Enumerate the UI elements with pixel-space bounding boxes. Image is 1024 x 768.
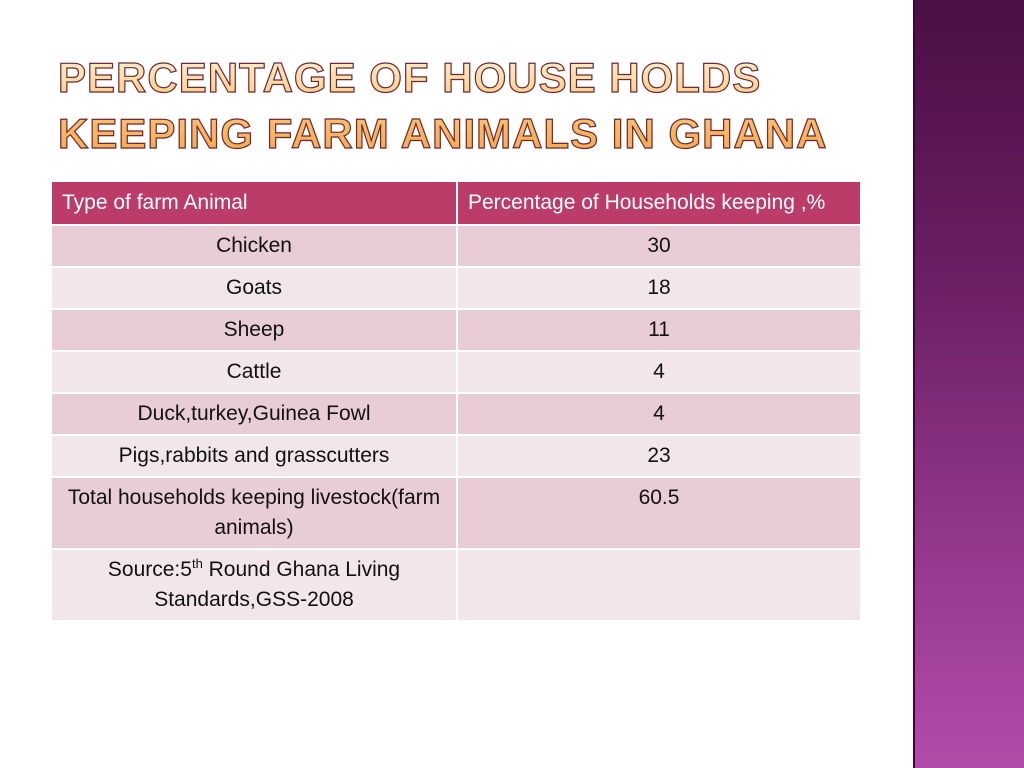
slide-title: PERCENTAGE OF HOUSE HOLDS KEEPING FARM A… [57,50,898,162]
empty-cell [458,550,860,620]
animal-cell: Total households keeping livestock(farm … [52,478,456,548]
percent-cell: 23 [458,436,860,476]
decorative-sidebar [913,0,1024,768]
header-percentage: Percentage of Households keeping ,% [458,182,860,224]
slide-content: PERCENTAGE OF HOUSE HOLDS KEEPING FARM A… [52,50,902,622]
table-row: Chicken 30 [52,226,860,266]
source-suffix: Round Ghana Living Standards,GSS-2008 [154,558,401,611]
table-row-source: Source:5th Round Ghana Living Standards,… [52,550,860,620]
table-row: Goats 18 [52,268,860,308]
source-prefix: Source:5 [107,558,192,581]
table-row: Sheep 11 [52,310,860,350]
header-animal-type: Type of farm Animal [52,182,456,224]
percent-cell: 30 [458,226,860,266]
table-row: Pigs,rabbits and grasscutters 23 [52,436,860,476]
percent-cell: 4 [458,352,860,392]
animal-cell: Duck,turkey,Guinea Fowl [52,394,456,434]
animal-cell: Pigs,rabbits and grasscutters [52,436,456,476]
farm-animals-table: Type of farm Animal Percentage of Househ… [50,180,862,622]
table-row: Cattle 4 [52,352,860,392]
animal-cell: Chicken [52,226,456,266]
table-row-total: Total households keeping livestock(farm … [52,478,860,548]
table-header-row: Type of farm Animal Percentage of Househ… [52,182,860,224]
percent-cell: 60.5 [458,478,860,548]
percent-cell: 11 [458,310,860,350]
source-cell: Source:5th Round Ghana Living Standards,… [52,550,456,620]
source-superscript: th [191,556,203,571]
animal-cell: Cattle [52,352,456,392]
animal-cell: Sheep [52,310,456,350]
percent-cell: 18 [458,268,860,308]
percent-cell: 4 [458,394,860,434]
table-row: Duck,turkey,Guinea Fowl 4 [52,394,860,434]
animal-cell: Goats [52,268,456,308]
